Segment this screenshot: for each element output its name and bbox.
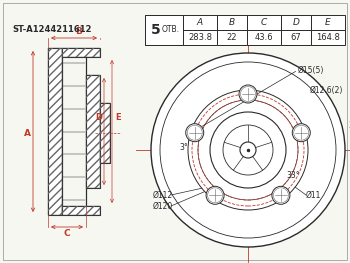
Bar	[281, 15, 311, 30]
Text: 3°: 3°	[179, 144, 188, 153]
Text: 67: 67	[290, 33, 301, 42]
Bar	[281, 30, 311, 45]
Bar	[311, 30, 345, 45]
Bar	[247, 15, 281, 30]
Circle shape	[210, 112, 286, 188]
Bar	[311, 15, 345, 30]
Bar	[62, 48, 100, 57]
Text: E: E	[115, 114, 121, 123]
Text: Ø120: Ø120	[153, 201, 173, 210]
Text: 35: 35	[348, 120, 350, 129]
Text: E: E	[325, 18, 331, 27]
Text: B: B	[76, 27, 83, 36]
Bar	[183, 15, 217, 30]
Bar	[217, 15, 247, 30]
Text: 22: 22	[227, 33, 237, 42]
Text: ST-A1244211612: ST-A1244211612	[12, 26, 91, 34]
Text: 33°: 33°	[286, 170, 300, 180]
Text: Ø12.6(2): Ø12.6(2)	[310, 85, 343, 94]
Text: Ø11: Ø11	[306, 190, 321, 200]
Bar	[145, 30, 183, 45]
Bar	[100, 103, 110, 163]
Bar	[145, 15, 183, 30]
Bar	[247, 30, 281, 45]
Bar	[62, 206, 100, 215]
Text: A: A	[23, 129, 30, 138]
Text: D: D	[293, 18, 300, 27]
Text: C: C	[64, 230, 70, 239]
Bar	[86, 75, 100, 188]
Text: 164.8: 164.8	[316, 33, 340, 42]
Bar	[62, 206, 100, 215]
Text: Ø15(5): Ø15(5)	[298, 65, 324, 74]
Text: 5: 5	[151, 23, 161, 37]
Text: Ø112: Ø112	[153, 190, 173, 200]
Text: 283.8: 283.8	[188, 33, 212, 42]
Bar	[48, 48, 62, 215]
Bar	[48, 48, 62, 215]
Circle shape	[188, 90, 308, 210]
Text: ОТВ.: ОТВ.	[162, 26, 180, 34]
Bar	[100, 103, 110, 163]
Circle shape	[239, 85, 257, 103]
Bar	[86, 75, 100, 188]
Bar	[217, 30, 247, 45]
Circle shape	[272, 186, 290, 204]
Text: 43.6: 43.6	[255, 33, 273, 42]
Text: B: B	[229, 18, 235, 27]
Text: A: A	[197, 18, 203, 27]
Text: C: C	[261, 18, 267, 27]
Circle shape	[186, 124, 204, 142]
Circle shape	[151, 53, 345, 247]
Bar	[145, 15, 183, 45]
Circle shape	[206, 186, 224, 204]
Circle shape	[292, 124, 310, 142]
Bar	[183, 30, 217, 45]
Circle shape	[240, 142, 256, 158]
Bar	[62, 48, 100, 57]
Text: D: D	[95, 114, 102, 123]
